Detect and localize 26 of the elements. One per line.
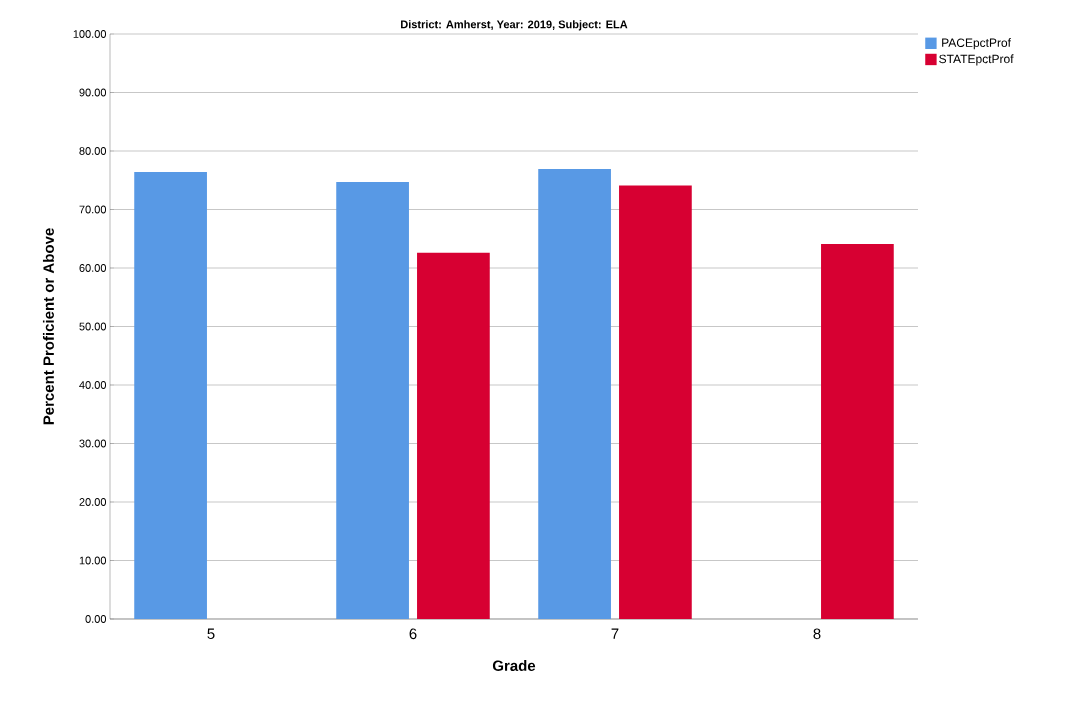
y-axis-title: Percent Proficient or Above — [42, 228, 54, 425]
y-tick-label: 70.00 — [79, 205, 107, 214]
bar — [417, 252, 490, 619]
y-tick-label: 80.00 — [79, 147, 107, 155]
legend-label: PACEpctProf — [942, 38, 1011, 50]
x-tick-label: 8 — [813, 628, 821, 640]
bar — [538, 169, 611, 619]
legend-label: STATEpctProf — [939, 54, 1014, 66]
y-tick-label: 10.00 — [79, 556, 107, 565]
y-tick-label: 20.00 — [79, 498, 107, 506]
y-tick-label: 30.00 — [79, 439, 107, 448]
y-tick-label: 60.00 — [79, 264, 107, 272]
y-tick-label: 40.00 — [79, 381, 107, 389]
chart-title: District: Amherst, Year: 2019, Subject: ELA — [401, 20, 628, 31]
x-axis-title: Grade — [492, 660, 536, 672]
bar — [134, 172, 207, 619]
bar — [336, 182, 409, 619]
x-tick-label: 7 — [611, 628, 619, 639]
x-tick-label: 6 — [409, 628, 417, 640]
bar — [821, 244, 894, 619]
bar — [619, 185, 692, 619]
y-tick-label: 100.00 — [73, 30, 107, 38]
y-tick-label: 50.00 — [79, 322, 107, 331]
x-tick-label: 5 — [207, 628, 215, 639]
y-tick-label: 90.00 — [79, 88, 107, 97]
y-tick-label: 0.00 — [85, 615, 107, 623]
